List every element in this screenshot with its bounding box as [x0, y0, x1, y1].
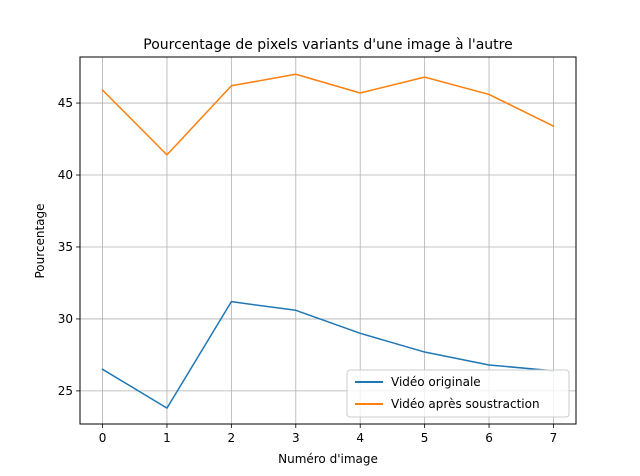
y-tick-label: 30 [58, 312, 73, 326]
x-axis: 0 1 2 3 4 5 6 7 [99, 424, 558, 445]
legend-label-video-apres-soustraction: Vidéo après soustraction [391, 397, 540, 411]
x-tick-label: 6 [485, 431, 493, 445]
legend-box [346, 369, 570, 418]
x-tick-label: 1 [163, 431, 171, 445]
y-tick-label: 40 [58, 168, 73, 182]
legend-label-video-originale: Vidéo originale [391, 375, 481, 389]
y-tick-label: 45 [58, 96, 73, 110]
x-tick-label: 2 [228, 431, 236, 445]
y-tick-label: 25 [58, 384, 73, 398]
series-group [101, 73, 555, 409]
y-axis-label: Pourcentage [33, 203, 47, 278]
legend: Vidéo originale Vidéo après soustraction [346, 369, 570, 418]
x-axis-label: Numéro d'image [278, 452, 378, 466]
chart-title: Pourcentage de pixels variants d'une ima… [143, 37, 512, 53]
x-tick-label: 4 [356, 431, 364, 445]
x-tick-label: 7 [550, 431, 558, 445]
x-tick-label: 3 [292, 431, 300, 445]
y-tick-label: 35 [58, 240, 73, 254]
series-line-0 [101, 300, 555, 409]
y-axis: 25 30 35 40 45 [58, 96, 80, 398]
x-tick-label: 0 [99, 431, 107, 445]
plot-area [79, 56, 577, 425]
grid-lines [80, 57, 576, 424]
series-line-1 [101, 73, 555, 156]
x-tick-label: 5 [421, 431, 429, 445]
